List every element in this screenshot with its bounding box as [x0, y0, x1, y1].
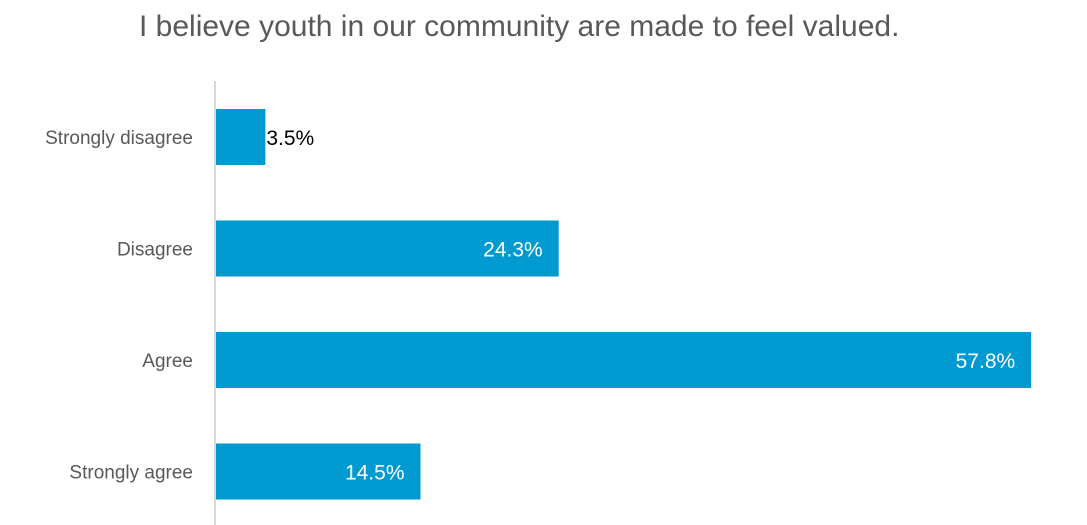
category-label-agree: Agree [142, 351, 193, 372]
value-label-disagree: 24.3% [483, 239, 543, 262]
bar-strongly-agree [216, 443, 421, 500]
value-labels: 3.5% 24.3% 57.8% 14.5% [266, 127, 1015, 485]
bars-group [216, 109, 1032, 500]
category-label-disagree: Disagree [117, 240, 193, 261]
bar-strongly-disagree [216, 109, 266, 165]
bar-disagree [216, 220, 559, 277]
value-label-strongly-agree: 14.5% [345, 462, 405, 485]
category-label-strongly-agree: Strongly agree [69, 463, 193, 484]
chart-title: I believe youth in our community are mad… [139, 10, 900, 43]
category-label-strongly-disagree: Strongly disagree [45, 128, 193, 149]
category-labels: Strongly disagree Disagree Agree Strongly a… [45, 128, 193, 484]
value-label-strongly-disagree: 3.5% [266, 127, 314, 150]
value-label-agree: 57.8% [956, 350, 1016, 373]
bar-agree [216, 332, 1032, 388]
